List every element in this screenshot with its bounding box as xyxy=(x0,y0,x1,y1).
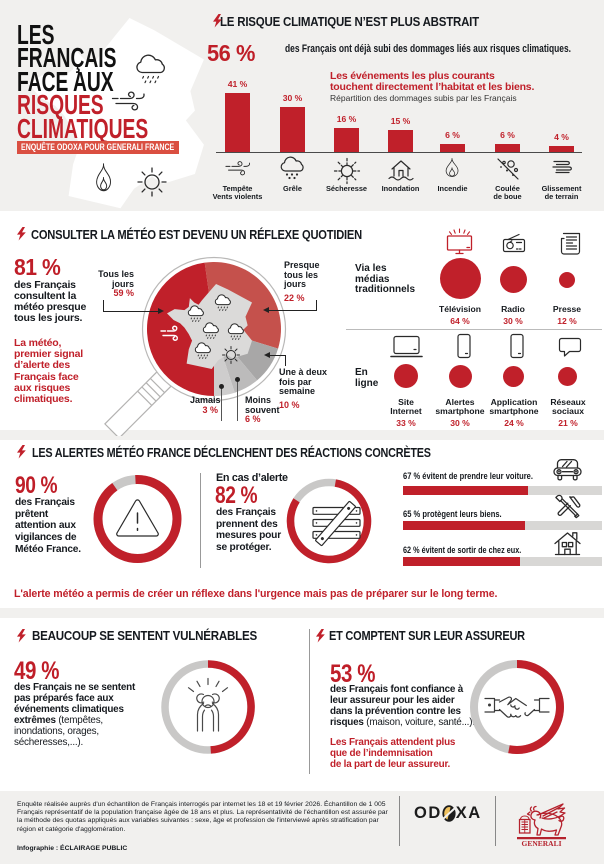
svg-text:GENERALI: GENERALI xyxy=(521,839,561,848)
